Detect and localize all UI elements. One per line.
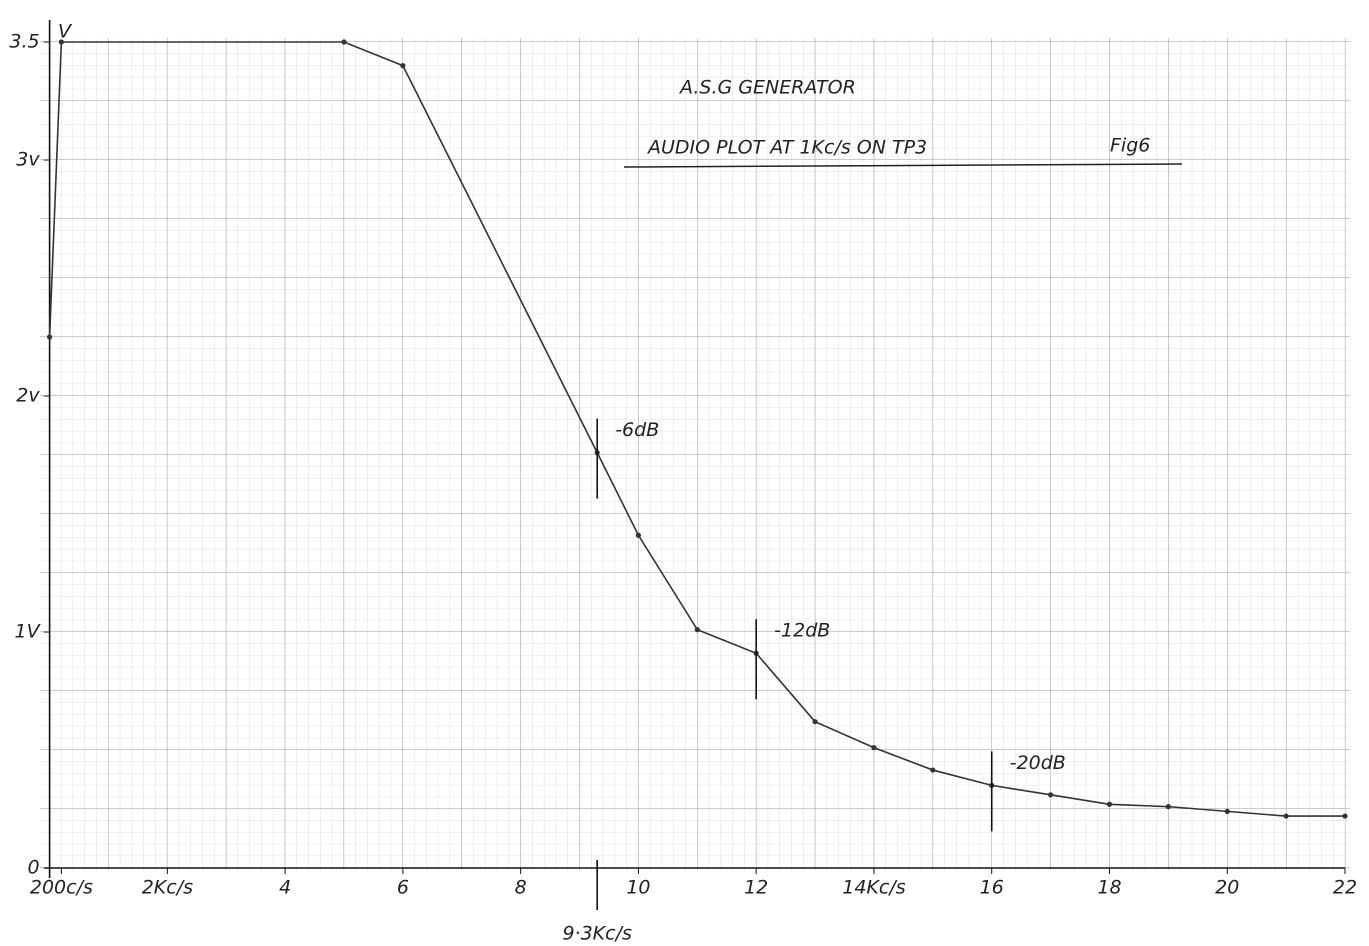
data-point xyxy=(341,39,347,45)
annotation: -6dB xyxy=(615,419,659,441)
data-point xyxy=(694,627,700,633)
y-tick-label: 3.5 xyxy=(9,31,39,53)
annotation: -12dB xyxy=(774,620,830,642)
x-tick-label: 14Kc/s xyxy=(842,877,905,899)
data-point xyxy=(871,745,877,751)
chart-subtitle: AUDIO PLOT AT 1Kc/s ON TP3 xyxy=(646,137,927,159)
x-tick-label: 22 xyxy=(1333,877,1357,899)
x-tick-label: 20 xyxy=(1215,877,1239,899)
data-point xyxy=(1047,792,1054,798)
x-tick-label: 8 xyxy=(515,877,527,899)
data-point xyxy=(635,532,642,538)
y-tick-label: 0 xyxy=(28,857,40,879)
x-tick-label: 2Kc/s xyxy=(142,877,193,899)
annotation: -20dB xyxy=(1010,752,1066,774)
x-tick-label: 16 xyxy=(980,877,1004,899)
y-tick-label: 1V xyxy=(15,621,42,643)
data-point xyxy=(1342,813,1348,819)
data-point xyxy=(58,39,64,45)
data-point xyxy=(47,334,53,340)
chart-title: A.S.G GENERATOR xyxy=(678,77,856,99)
x-tick-label: 200c/s xyxy=(30,877,93,899)
figure-label: Fig6 xyxy=(1110,135,1150,157)
graph-paper-major xyxy=(40,38,1350,870)
x-tick-label: 12 xyxy=(744,877,768,899)
x-tick-label: 4 xyxy=(279,877,291,899)
y-tick-label: 3v xyxy=(16,149,40,171)
data-point xyxy=(1106,801,1113,807)
x-tick-label: 6 xyxy=(397,877,409,899)
y-axis-label: V xyxy=(58,21,73,43)
data-point xyxy=(1224,808,1230,814)
data-line xyxy=(48,41,1345,817)
x-tick-label: 18 xyxy=(1097,877,1121,899)
data-point xyxy=(812,719,818,725)
data-point xyxy=(400,63,406,69)
y-tick-label: 2v xyxy=(16,385,40,407)
x-marker-label: 9·3Kc/s xyxy=(562,923,632,945)
data-point xyxy=(1165,804,1171,810)
data-point xyxy=(1283,813,1289,819)
subtitle-underline xyxy=(623,163,1183,168)
x-tick-label: 10 xyxy=(626,877,650,899)
data-point xyxy=(930,767,936,773)
